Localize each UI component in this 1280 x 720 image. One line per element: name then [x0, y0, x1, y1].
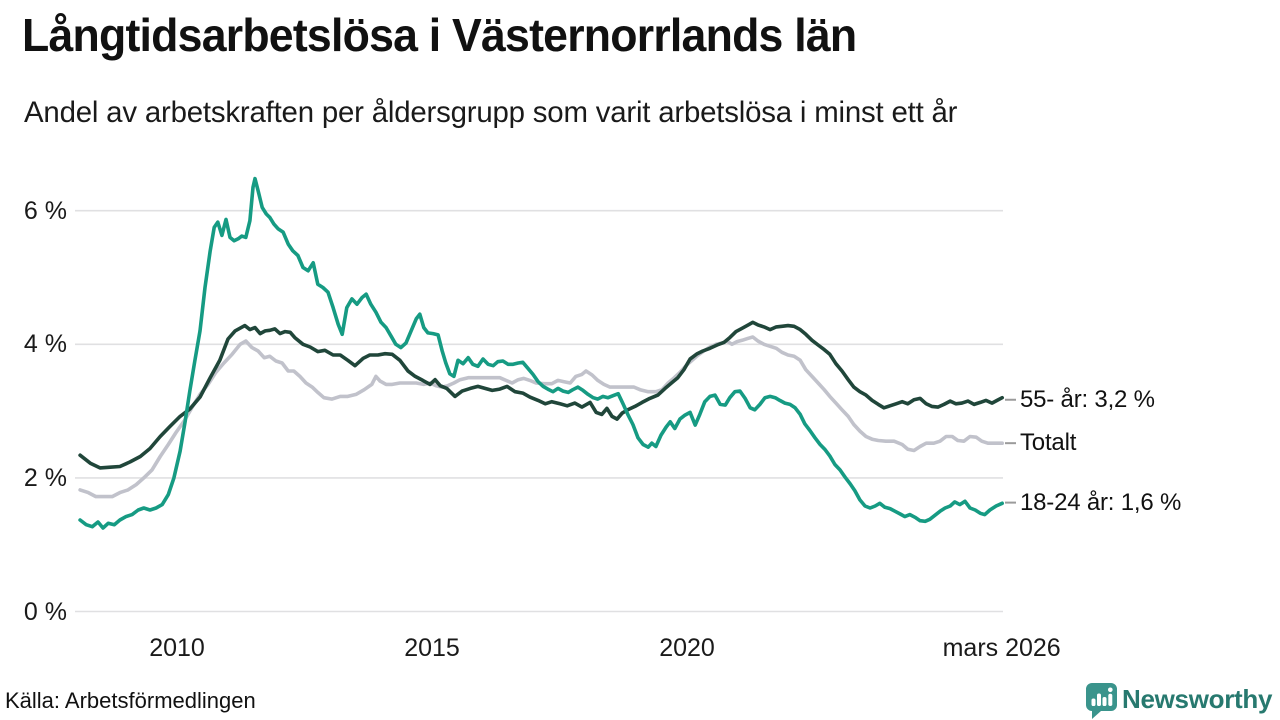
chart-subtitle: Andel av arbetskraften per åldersgrupp s…	[24, 96, 958, 129]
series-end-label: 18-24 år: 1,6 %	[1020, 488, 1182, 516]
x-tick-label: 2020	[659, 634, 715, 662]
y-tick-label: 0 %	[23, 597, 67, 626]
series-end-label: Totalt	[1020, 429, 1077, 457]
y-tick-label: 4 %	[23, 330, 67, 359]
newsworthy-wordmark: Newsworthy	[1122, 684, 1273, 714]
x-tick-label: 2010	[149, 634, 205, 662]
series-line-55-r	[78, 320, 1004, 470]
x-tick-label: mars 2026	[942, 634, 1061, 662]
page-title: Långtidsarbetslösa i Västernorrlands län	[22, 9, 857, 61]
series-line-totalt	[78, 335, 1004, 499]
source-note: Källa: Arbetsförmedlingen	[5, 688, 256, 713]
series-end-label: 55- år: 3,2 %	[1020, 385, 1155, 413]
y-tick-label: 2 %	[23, 463, 67, 492]
newsworthy-logo-icon	[1086, 683, 1117, 719]
y-tick-label: 6 %	[23, 196, 67, 225]
newsworthy-brand: Newsworthy	[1086, 683, 1276, 719]
series-line-18-24-r	[78, 176, 1004, 530]
x-tick-label: 2015	[404, 634, 460, 662]
